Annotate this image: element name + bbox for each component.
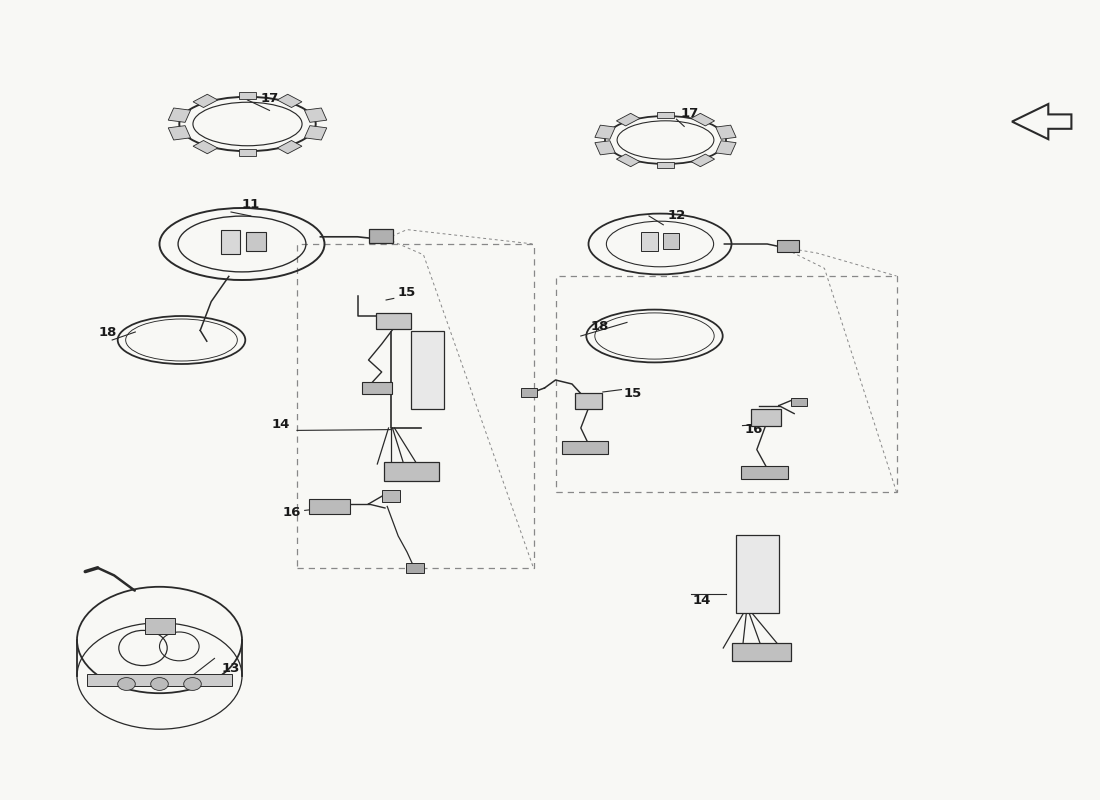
FancyBboxPatch shape: [751, 409, 781, 426]
Polygon shape: [691, 114, 715, 126]
Polygon shape: [239, 92, 256, 99]
Text: 16: 16: [745, 423, 762, 436]
Text: 15: 15: [398, 286, 416, 298]
Polygon shape: [277, 141, 301, 154]
Text: 12: 12: [668, 209, 685, 222]
Polygon shape: [595, 141, 615, 155]
Bar: [297, 244, 534, 568]
Polygon shape: [194, 94, 218, 107]
FancyBboxPatch shape: [641, 232, 658, 251]
Text: 14: 14: [272, 418, 289, 430]
FancyBboxPatch shape: [221, 230, 240, 254]
FancyBboxPatch shape: [309, 499, 350, 514]
Text: 18: 18: [99, 326, 117, 338]
FancyBboxPatch shape: [411, 331, 444, 409]
FancyBboxPatch shape: [87, 674, 232, 686]
Polygon shape: [595, 125, 615, 139]
Text: 15: 15: [624, 387, 641, 400]
FancyBboxPatch shape: [663, 233, 679, 249]
Polygon shape: [716, 125, 736, 139]
Text: 13: 13: [222, 662, 240, 674]
Text: 11: 11: [242, 198, 260, 210]
FancyBboxPatch shape: [791, 398, 807, 406]
Circle shape: [151, 678, 168, 690]
Polygon shape: [616, 114, 640, 126]
Polygon shape: [691, 154, 715, 166]
FancyBboxPatch shape: [362, 382, 392, 394]
FancyBboxPatch shape: [736, 535, 779, 613]
Polygon shape: [305, 108, 327, 122]
FancyBboxPatch shape: [246, 232, 266, 251]
Text: 14: 14: [693, 594, 711, 606]
Text: 17: 17: [261, 92, 278, 105]
FancyBboxPatch shape: [732, 643, 791, 661]
FancyBboxPatch shape: [376, 313, 411, 329]
FancyBboxPatch shape: [777, 240, 799, 253]
Text: 16: 16: [283, 506, 300, 518]
Polygon shape: [239, 149, 256, 156]
Polygon shape: [168, 108, 190, 122]
Polygon shape: [168, 126, 190, 140]
FancyBboxPatch shape: [368, 230, 393, 243]
FancyBboxPatch shape: [741, 466, 788, 479]
Polygon shape: [277, 94, 301, 107]
Polygon shape: [657, 162, 674, 168]
Bar: [556, 276, 896, 492]
Text: 17: 17: [681, 107, 698, 120]
FancyBboxPatch shape: [521, 388, 537, 397]
Circle shape: [118, 678, 135, 690]
FancyBboxPatch shape: [145, 618, 175, 634]
Circle shape: [184, 678, 201, 690]
FancyBboxPatch shape: [382, 490, 400, 502]
FancyBboxPatch shape: [384, 462, 439, 481]
Polygon shape: [194, 141, 218, 154]
FancyBboxPatch shape: [406, 563, 424, 573]
Text: 18: 18: [591, 320, 608, 333]
Polygon shape: [305, 126, 327, 140]
FancyBboxPatch shape: [575, 393, 602, 409]
FancyBboxPatch shape: [562, 441, 608, 454]
Polygon shape: [616, 154, 640, 166]
Polygon shape: [716, 141, 736, 155]
Polygon shape: [657, 112, 674, 118]
